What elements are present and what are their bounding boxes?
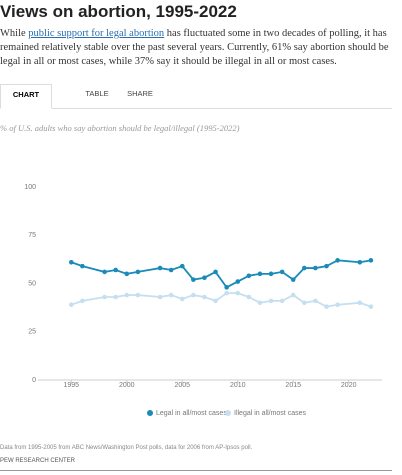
data-point: [102, 294, 107, 300]
data-point: [191, 292, 196, 298]
legend-label: Legal in all/most cases: [156, 410, 227, 417]
data-point: [246, 273, 252, 279]
data-point: [324, 263, 329, 269]
data-point: [157, 265, 163, 271]
data-point: [335, 302, 340, 308]
x-tick-label: 2005: [174, 382, 190, 389]
y-tick-label: 0: [32, 377, 36, 384]
divider: [0, 470, 392, 471]
data-point: [202, 294, 207, 300]
data-point: [80, 263, 85, 269]
data-point: [279, 269, 285, 275]
data-point: [357, 259, 363, 265]
data-point: [268, 298, 274, 304]
data-point: [224, 290, 229, 296]
x-tick-label: 2000: [119, 382, 135, 389]
data-point: [302, 265, 307, 271]
data-point: [268, 271, 274, 277]
data-point: [80, 298, 85, 304]
x-tick-label: 2015: [285, 382, 301, 389]
x-tick-label: 2010: [230, 382, 246, 389]
y-tick-label: 75: [28, 232, 36, 239]
data-point: [124, 292, 130, 298]
data-point: [213, 269, 218, 275]
legend-swatch: [147, 410, 153, 416]
data-point: [368, 258, 374, 263]
data-point: [357, 300, 363, 306]
data-point: [135, 269, 141, 275]
data-point: [290, 277, 296, 282]
tab[interactable]: TABLE: [85, 89, 109, 98]
data-point: [224, 285, 229, 290]
legend-label: Illegal in all/most cases: [234, 410, 306, 417]
data-point: [257, 300, 263, 306]
data-point: [246, 294, 252, 300]
data-point: [235, 290, 241, 296]
tab[interactable]: CHART: [0, 84, 52, 109]
data-point: [135, 292, 141, 298]
data-point: [113, 294, 118, 300]
y-tick-label: 100: [24, 184, 36, 191]
data-point: [324, 304, 329, 309]
data-point: [113, 267, 118, 273]
data-point: [213, 298, 218, 304]
tabs: CHART TABLE SHARE: [0, 84, 392, 109]
data-point: [168, 267, 174, 273]
note: Data from 1995-2005 from ABC News/Washin…: [0, 445, 253, 451]
chart-title: % of U.S. adults who say abortion should…: [0, 123, 240, 133]
data-point: [68, 302, 74, 308]
intro: While public support for legal abortion …: [0, 27, 392, 69]
data-point: [368, 304, 374, 309]
data-point: [179, 263, 185, 269]
y-tick-label: 50: [28, 280, 36, 287]
data-point: [290, 292, 296, 298]
data-point: [191, 277, 196, 282]
data-point: [102, 269, 107, 275]
x-tick-label: 2020: [341, 382, 357, 389]
data-point: [68, 259, 74, 265]
data-point: [302, 300, 307, 306]
data-point: [257, 271, 263, 277]
chart: 0 25 50 75 100 1995 2000 2005 2010 2015 2020 Legal …: [24, 184, 382, 417]
data-point: [168, 292, 174, 298]
legend-swatch: [225, 410, 231, 416]
data-point: [157, 294, 163, 300]
source: PEW RESEARCH CENTER: [0, 458, 76, 464]
data-point: [313, 265, 318, 271]
intro-text: has fluctuated some in two decades of po…: [0, 28, 389, 67]
x-tick-label: 1995: [64, 382, 80, 389]
data-point: [313, 298, 318, 304]
tab[interactable]: SHARE: [127, 89, 153, 98]
data-point: [179, 296, 185, 302]
page-title: Views on abortion, 1995-2022: [0, 2, 237, 21]
y-tick-label: 25: [28, 329, 36, 336]
data-point: [124, 271, 130, 277]
data-point: [279, 298, 285, 304]
data-point: [335, 258, 340, 263]
data-point: [202, 275, 207, 281]
data-point: [235, 279, 241, 284]
intro-link[interactable]: public support for legal abortion: [28, 28, 165, 39]
intro-text: While: [0, 28, 29, 39]
